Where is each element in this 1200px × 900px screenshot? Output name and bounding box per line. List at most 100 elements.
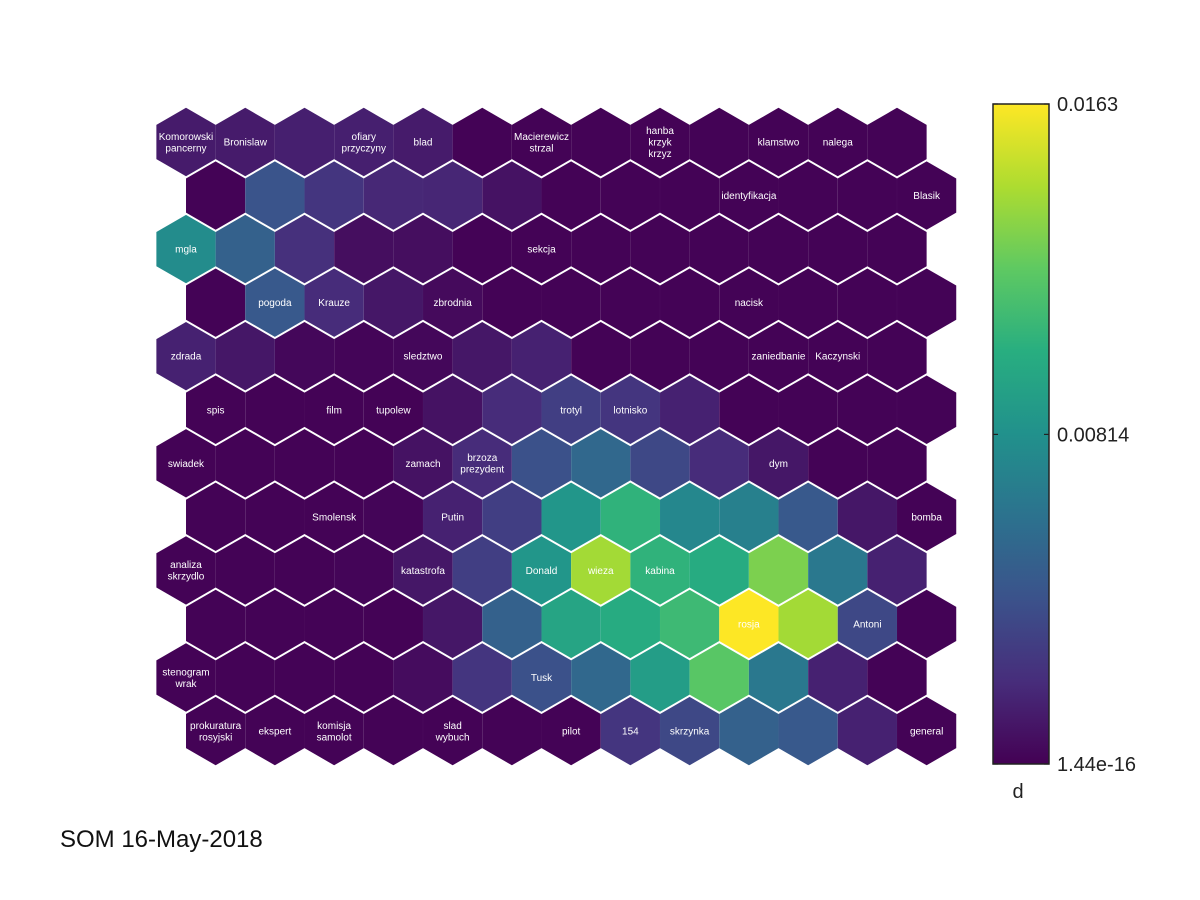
- hex-cell: [482, 375, 542, 444]
- hex-cell: [689, 536, 749, 605]
- hex-cell: [571, 643, 631, 712]
- hex-cell: [363, 268, 423, 337]
- hex-cell: [186, 482, 246, 552]
- hex-cell: [689, 107, 749, 177]
- hex-cell: [511, 429, 572, 498]
- hex-label: zdrada: [171, 352, 202, 363]
- hex-cell: [423, 268, 483, 337]
- hex-cell: [274, 322, 335, 391]
- hex-cell: [600, 268, 660, 337]
- colorbar-tick-label: 1.44e-16: [1057, 754, 1136, 776]
- hex-cell: [482, 696, 542, 766]
- hex-label: Macierewicz: [514, 132, 569, 143]
- hex-cell: [748, 643, 809, 712]
- hex-label: wybuch: [435, 732, 470, 743]
- hex-cell: [689, 214, 749, 284]
- hex-label: lotnisko: [613, 405, 647, 416]
- colorbar-bar: [992, 103, 1050, 765]
- hex-cell: [393, 643, 453, 712]
- hex-cell: [808, 643, 868, 712]
- hex-cell: [837, 589, 897, 659]
- hex-cell: [363, 482, 423, 552]
- hex-cell: [156, 429, 216, 498]
- hex-cell: [808, 214, 868, 284]
- hex-cell: [334, 214, 394, 284]
- hex-cell: [748, 107, 809, 177]
- hex-cell: [186, 268, 246, 337]
- hex-label: krzyk: [648, 138, 672, 149]
- hex-label: pancerny: [165, 143, 206, 154]
- hex-label: identyfikacja: [721, 191, 776, 202]
- hex-label: skrzydlo: [168, 572, 205, 583]
- hex-label: skrzynka: [670, 727, 710, 738]
- hex-label: pogoda: [258, 298, 292, 309]
- hex-cell: [867, 429, 927, 498]
- hex-cell: [719, 696, 779, 766]
- hex-label: blad: [414, 138, 433, 149]
- hex-cell: [837, 482, 897, 552]
- hex-cell: [660, 375, 720, 444]
- hex-cell: [571, 107, 631, 177]
- hex-cell: [630, 214, 690, 284]
- hex-cell: [630, 536, 690, 605]
- hex-cell: [245, 696, 305, 766]
- hex-label: ofiary: [352, 132, 376, 143]
- hex-cell: [393, 107, 453, 177]
- hex-cell: [452, 643, 512, 712]
- hex-cell: [630, 322, 690, 391]
- hex-cell: [867, 322, 927, 391]
- hex-cell: [245, 482, 305, 552]
- hex-cell: [334, 107, 394, 177]
- hex-label: Donald: [526, 566, 558, 577]
- hex-cell: [541, 589, 601, 659]
- hex-cell: [689, 429, 749, 498]
- hex-cell: [245, 589, 305, 659]
- hex-label: nacisk: [735, 298, 764, 309]
- hex-cell: [156, 107, 216, 177]
- hex-cell: [215, 536, 275, 605]
- hex-cell: [660, 161, 720, 230]
- footer-caption: SOM 16-May-2018: [60, 826, 263, 853]
- hex-cell: [808, 107, 868, 177]
- hex-label: wieza: [587, 566, 614, 577]
- hex-cell: [334, 643, 394, 712]
- colorbar-title: d: [1012, 781, 1023, 803]
- hex-label: klamstwo: [758, 138, 800, 149]
- hex-cell: [423, 696, 483, 766]
- hex-cell: [245, 161, 305, 230]
- hex-cell: [837, 375, 897, 444]
- hex-grid: [156, 107, 957, 766]
- hex-cell: [274, 214, 335, 284]
- hex-cell: [778, 482, 838, 552]
- hex-cell: [541, 375, 601, 444]
- hex-cell: [541, 268, 601, 337]
- hex-cell: [600, 161, 660, 230]
- hex-label: Smolensk: [312, 512, 357, 523]
- hex-cell: [393, 214, 453, 284]
- hex-cell: [571, 536, 631, 605]
- hex-label: wrak: [174, 679, 197, 690]
- hex-cell: [689, 643, 749, 712]
- hex-cell: [363, 375, 423, 444]
- hex-cell: [156, 643, 216, 712]
- colorbar-tick-label: 0.0163: [1057, 94, 1118, 116]
- hex-cell: [778, 589, 838, 659]
- hex-label: zaniedbanie: [752, 352, 806, 363]
- hex-label: film: [326, 405, 342, 416]
- hex-cell: [511, 322, 572, 391]
- hex-label: sekcja: [527, 245, 556, 256]
- hex-cell: [304, 482, 364, 552]
- hex-cell: [571, 214, 631, 284]
- hex-cell: [837, 696, 897, 766]
- hex-label: slad: [443, 721, 461, 732]
- hex-label: nalega: [823, 138, 853, 149]
- hex-label: sledztwo: [404, 352, 443, 363]
- hex-label: zamach: [405, 459, 440, 470]
- hex-cell: [452, 107, 512, 177]
- hex-cell: [689, 322, 749, 391]
- hex-label: kabina: [645, 566, 675, 577]
- hex-cell: [423, 375, 483, 444]
- hex-cell: [156, 536, 216, 605]
